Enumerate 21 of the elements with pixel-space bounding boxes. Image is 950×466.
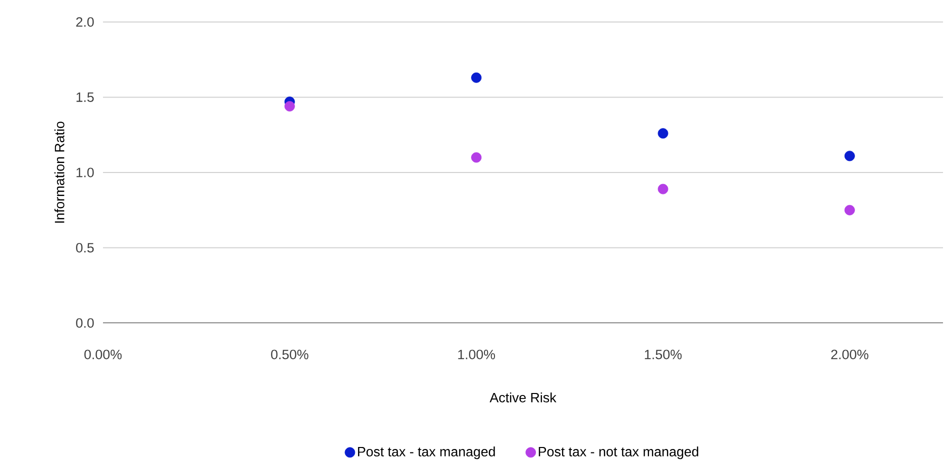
point [284,101,295,112]
point [844,150,855,162]
x-tick-label: 1.00% [458,350,495,360]
y-tick-label: 1.0 [76,168,94,178]
point [844,204,855,216]
x-tick-label: 1.50% [644,350,682,360]
y-axis-title: Information Ratio [54,122,64,223]
point [471,72,482,83]
point [471,152,482,163]
point [658,184,668,194]
point [658,128,668,139]
y-tick-label: 0.5 [76,242,94,253]
y-tick-label: 1.5 [76,92,94,102]
legend-label: Post tax - tax managed [358,446,495,460]
x-tick-label: 0.00% [84,350,122,360]
legend-label: Post tax - not tax managed [538,446,698,460]
x-axis-title: Active Risk [490,392,556,402]
y-tick-label: 2.0 [76,17,94,27]
y-tick-label: 0.0 [76,318,94,328]
x-tick-label: 0.50% [271,350,308,360]
x-tick-label: 2.00% [831,350,868,360]
